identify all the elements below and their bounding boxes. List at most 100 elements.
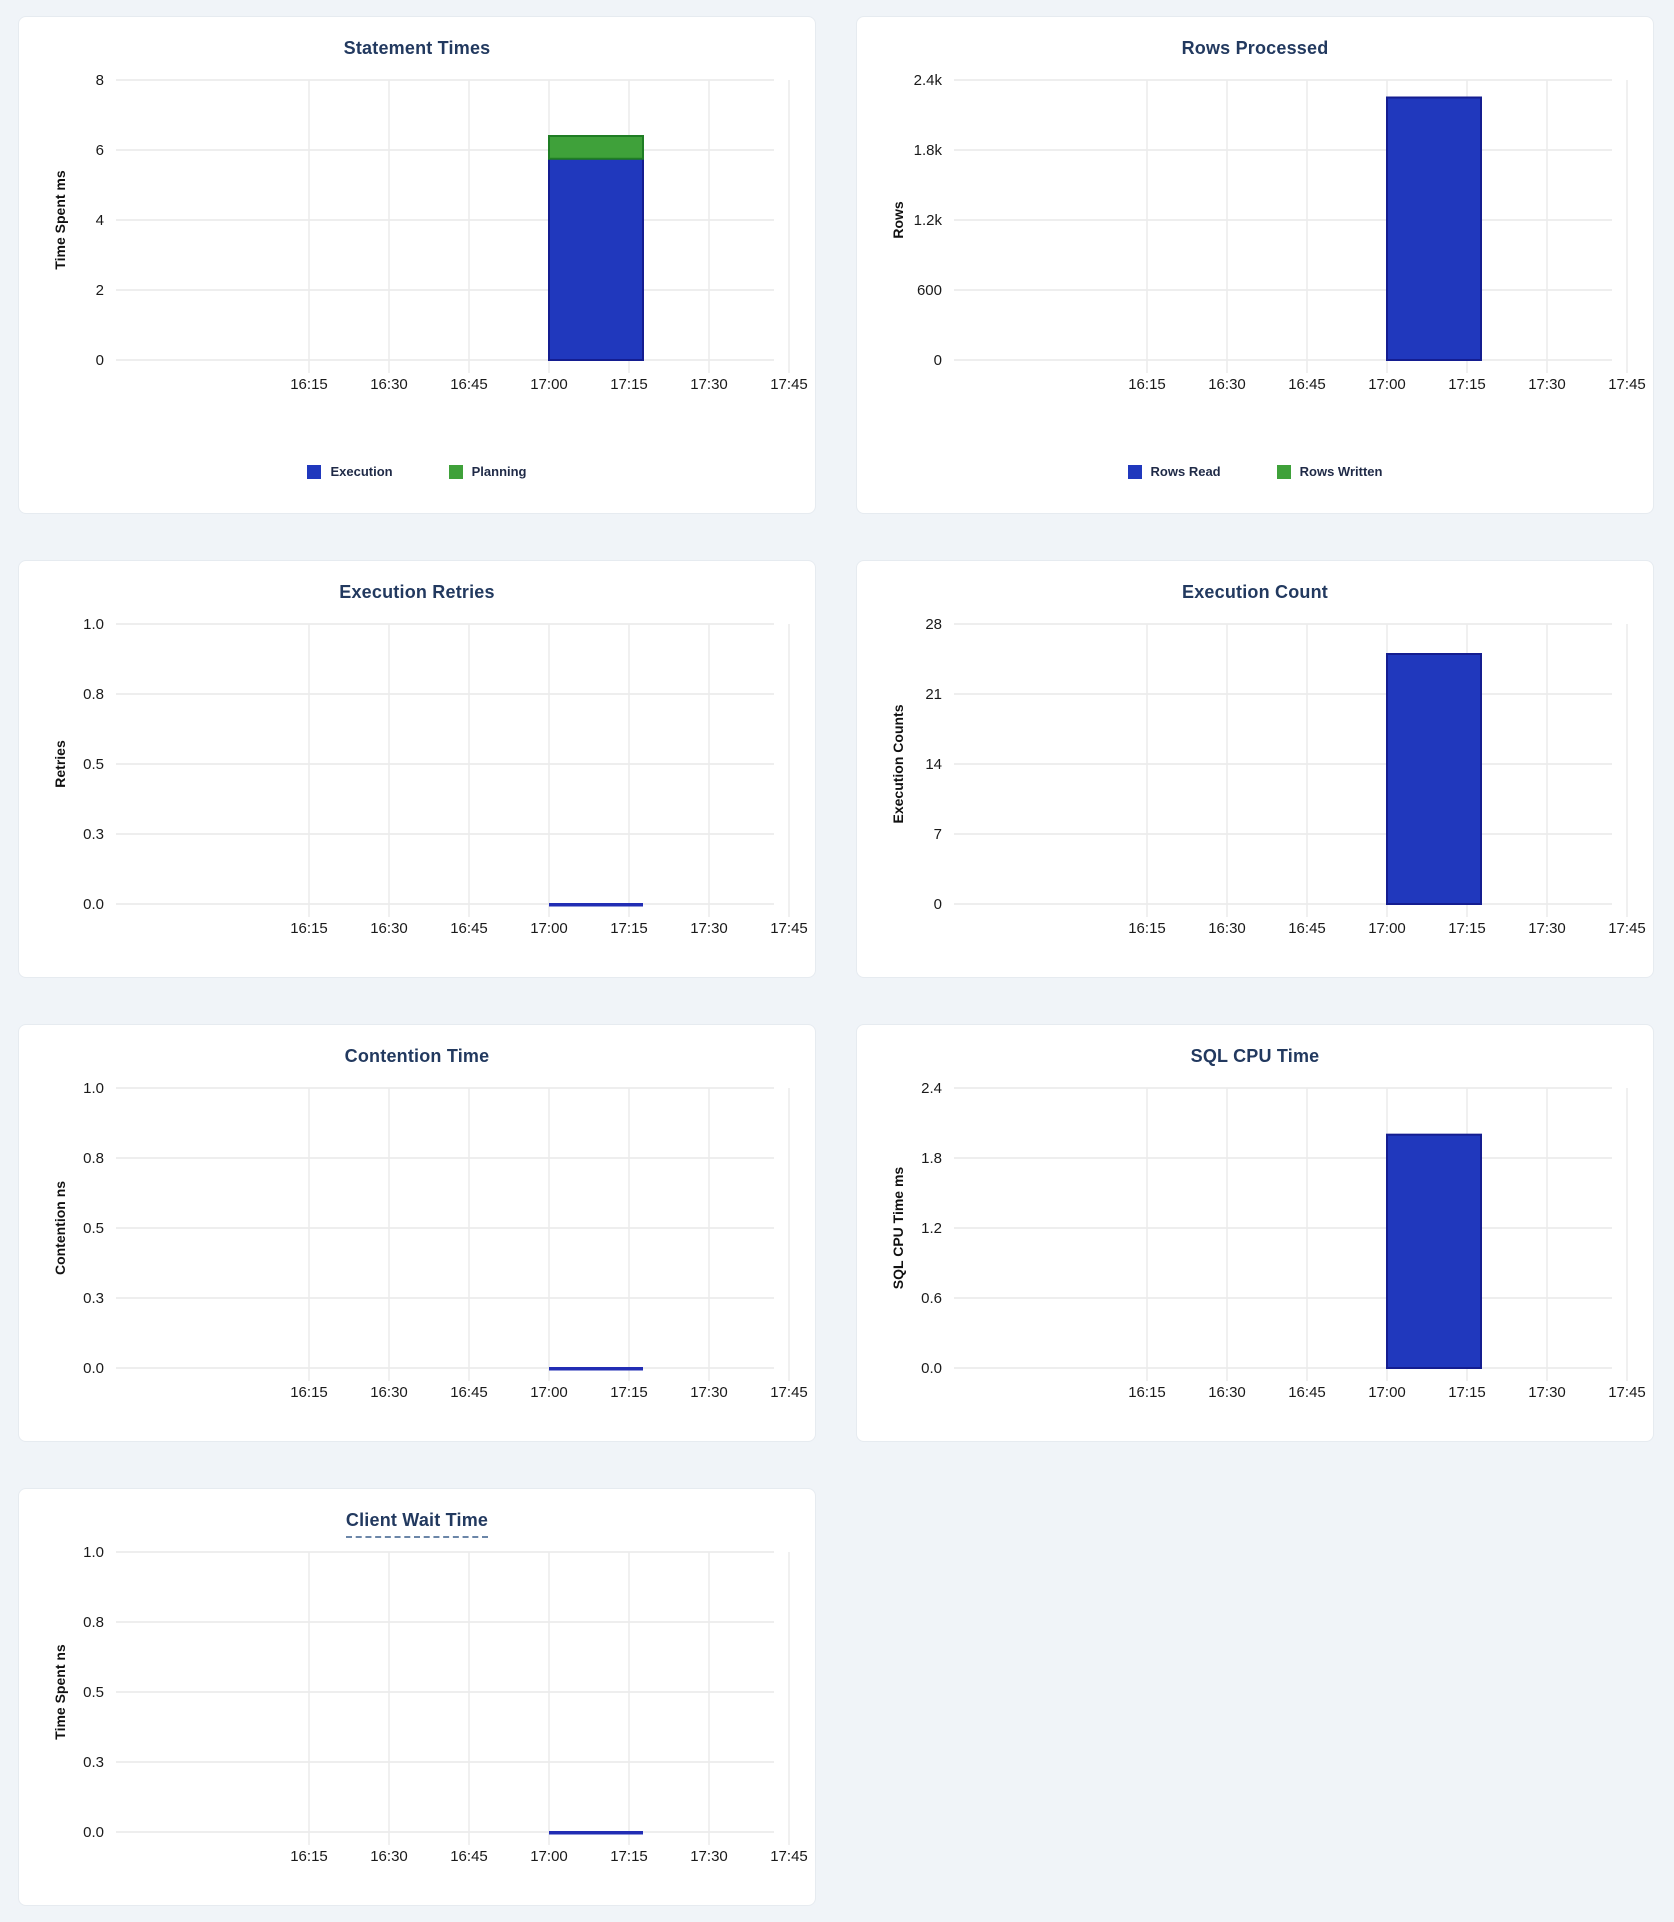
client-wait-time-card: Client Wait Time 1.0 0.8 0.5 0.3 0.0 16:15 16:3…: [18, 1488, 816, 1906]
statement-times-bar-segment-0[interactable]: [548, 157, 644, 361]
contention-time-xtick: 17:00: [530, 1384, 568, 1401]
execution-retries-xtick: 16:45: [450, 920, 488, 937]
statement-times-ytick: 6: [96, 142, 104, 159]
client-wait-time-chart[interactable]: 1.0 0.8 0.5 0.3 0.0 16:15 16:30 16:45 17:00 17:15…: [19, 1489, 815, 1905]
sql-cpu-time-xtick: 17:30: [1528, 1384, 1566, 1401]
execution-retries-xtick: 16:15: [290, 920, 328, 937]
client-wait-time-xtick: 17:45: [770, 1848, 808, 1865]
rows-processed-chart[interactable]: 2.4k 1.8k 1.2k 600 0 16:15 16:30 16:45 17:00 17:1…: [857, 17, 1653, 513]
client-wait-time-zero-line[interactable]: [549, 1831, 643, 1835]
client-wait-time-xtick: 17:30: [690, 1848, 728, 1865]
contention-time-ytick: 0.8: [83, 1150, 104, 1167]
rows-read-legend-swatch-icon: [1127, 464, 1142, 479]
sql-cpu-time-chart[interactable]: 2.4 1.8 1.2 0.6 0.0 16:15 16:30 16:45 17:00 17:15…: [857, 1025, 1653, 1441]
execution-count-xtick: 16:15: [1128, 920, 1166, 937]
contention-time-ytick: 0.0: [83, 1360, 104, 1377]
execution-count-y-axis-label: Execution Counts: [890, 704, 906, 823]
sql-cpu-time-title-text: SQL CPU Time: [1190, 1046, 1320, 1066]
contention-time-xtick: 16:15: [290, 1384, 328, 1401]
statement-times-ytick: 2: [96, 282, 104, 299]
sql-cpu-time-xtick: 16:45: [1288, 1384, 1326, 1401]
execution-count-chart[interactable]: 28 21 14 7 0 16:15 16:30 16:45 17:00 17:15 17:30 17…: [857, 561, 1653, 977]
contention-time-card: Contention Time 1.0 0.8 0.5 0.3 0.0 16:15 16:30…: [18, 1024, 816, 1442]
rows-processed-ytick: 2.4k: [914, 72, 943, 89]
execution-retries-chart[interactable]: 1.0 0.8 0.5 0.3 0.0 16:15 16:30 16:45 17:00 17:15…: [19, 561, 815, 977]
sql-cpu-time-xtick: 17:00: [1368, 1384, 1406, 1401]
client-wait-time-title[interactable]: Client Wait Time: [19, 1510, 815, 1538]
statement-times-y-axis-label: Time Spent ms: [52, 170, 68, 270]
planning-legend-label: Planning: [471, 464, 527, 479]
rows-processed-bar-segment-0[interactable]: [1386, 96, 1482, 361]
contention-time-xtick: 16:30: [370, 1384, 408, 1401]
client-wait-time-xtick: 16:15: [290, 1848, 328, 1865]
statement-times-ytick: 8: [96, 72, 104, 89]
execution-retries-ytick: 0.8: [83, 686, 104, 703]
sql-cpu-time-title: SQL CPU Time: [857, 1046, 1653, 1067]
rows-processed-xtick: 17:30: [1528, 376, 1566, 393]
contention-time-xtick: 17:30: [690, 1384, 728, 1401]
statement-times-xtick: 16:45: [450, 376, 488, 393]
statement-times-xtick: 17:45: [770, 376, 808, 393]
execution-retries-card: Execution Retries 1.0 0.8 0.5 0.3 0.0 16:15 16:…: [18, 560, 816, 978]
contention-time-ytick: 1.0: [83, 1080, 104, 1097]
execution-count-xtick: 16:30: [1208, 920, 1246, 937]
execution-count-ytick: 14: [925, 756, 942, 773]
execution-legend-item: Execution: [307, 464, 393, 479]
statement-times-card: Statement Times 8 6 4 2 0 16:15 16:30 16:45 17:00…: [18, 16, 816, 514]
contention-time-ytick: 0.3: [83, 1290, 104, 1307]
statement-times-ytick: 4: [96, 212, 104, 229]
rows-processed-legend: Rows Read Rows Written: [857, 464, 1653, 479]
statement-times-chart[interactable]: 8 6 4 2 0 16:15 16:30 16:45 17:00 17:15 17:30 17:45…: [19, 17, 815, 513]
rows-processed-xtick: 17:15: [1448, 376, 1486, 393]
sql-cpu-time-xtick: 16:15: [1128, 1384, 1166, 1401]
sql-cpu-time-y-axis-label: SQL CPU Time ms: [890, 1167, 906, 1290]
sql-cpu-time-card: SQL CPU Time 2.4 1.8 1.2 0.6 0.0 16:15 16:30 16:…: [856, 1024, 1654, 1442]
contention-time-xtick: 17:15: [610, 1384, 648, 1401]
execution-retries-zero-line[interactable]: [549, 903, 643, 907]
execution-count-xtick: 17:15: [1448, 920, 1486, 937]
execution-retries-ytick: 1.0: [83, 616, 104, 633]
client-wait-time-xtick: 17:15: [610, 1848, 648, 1865]
statement-times-bar-segment-1[interactable]: [548, 135, 644, 160]
statement-times-ytick: 0: [96, 352, 104, 369]
execution-count-bar-segment-0[interactable]: [1386, 653, 1482, 905]
execution-count-ytick: 0: [934, 896, 942, 913]
rows-processed-title-text: Rows Processed: [1181, 38, 1329, 58]
planning-legend-item: Planning: [448, 464, 527, 479]
rows-processed-xtick: 16:45: [1288, 376, 1326, 393]
contention-time-y-axis-label: Contention ns: [52, 1181, 68, 1275]
execution-count-ytick: 7: [934, 826, 942, 843]
rows-processed-ytick: 1.8k: [914, 142, 943, 159]
rows-read-legend-label: Rows Read: [1150, 464, 1221, 479]
client-wait-time-xtick: 17:00: [530, 1848, 568, 1865]
contention-time-zero-line[interactable]: [549, 1367, 643, 1371]
execution-count-title: Execution Count: [857, 582, 1653, 603]
execution-retries-title-text: Execution Retries: [339, 582, 495, 602]
statement-times-xtick: 17:00: [530, 376, 568, 393]
sql-cpu-time-ytick: 1.2: [921, 1220, 942, 1237]
execution-count-xtick: 17:00: [1368, 920, 1406, 937]
execution-count-xtick: 16:45: [1288, 920, 1326, 937]
sql-cpu-time-bar-segment-0[interactable]: [1386, 1133, 1482, 1369]
client-wait-time-ytick: 0.5: [83, 1684, 104, 1701]
statement-times-title-text: Statement Times: [343, 38, 491, 58]
sql-cpu-time-ytick: 1.8: [921, 1150, 942, 1167]
execution-count-xtick: 17:30: [1528, 920, 1566, 937]
client-wait-time-title-text: Client Wait Time: [345, 1510, 489, 1538]
sql-cpu-time-ytick: 0.6: [921, 1290, 942, 1307]
rows-written-legend-swatch-icon: [1276, 464, 1291, 479]
contention-time-chart[interactable]: 1.0 0.8 0.5 0.3 0.0 16:15 16:30 16:45 17:00 17:15…: [19, 1025, 815, 1441]
execution-retries-ytick: 0.0: [83, 896, 104, 913]
client-wait-time-xtick: 16:30: [370, 1848, 408, 1865]
client-wait-time-ytick: 0.3: [83, 1754, 104, 1771]
client-wait-time-xtick: 16:45: [450, 1848, 488, 1865]
sql-cpu-time-ytick: 0.0: [921, 1360, 942, 1377]
statement-times-title: Statement Times: [19, 38, 815, 59]
statement-times-xtick: 16:30: [370, 376, 408, 393]
rows-processed-xtick: 17:00: [1368, 376, 1406, 393]
statement-times-legend: Execution Planning: [19, 464, 815, 479]
execution-retries-xtick: 17:45: [770, 920, 808, 937]
contention-time-title-text: Contention Time: [344, 1046, 490, 1066]
rows-processed-ytick: 0: [934, 352, 942, 369]
